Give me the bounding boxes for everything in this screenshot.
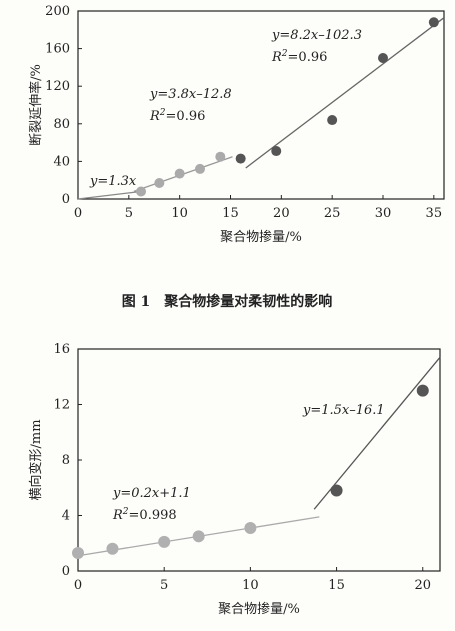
x-tick-label: 20 xyxy=(414,578,431,593)
plot-frame xyxy=(77,348,441,572)
x-axis-label: 聚合物掺量/% xyxy=(218,601,300,617)
y-tick-label: 160 xyxy=(45,42,70,57)
data-point xyxy=(72,546,84,559)
x-tick-label: 35 xyxy=(426,206,443,221)
x-tick-label: 25 xyxy=(324,206,341,221)
data-point xyxy=(136,186,147,197)
x-axis-label: 聚合物掺量/% xyxy=(220,229,302,245)
y-axis-label: 断裂延伸率/% xyxy=(28,64,44,146)
data-point xyxy=(195,163,205,174)
y-tick-label: 40 xyxy=(53,154,70,169)
y-tick-label: 0 xyxy=(62,564,70,579)
y-tick-label: 12 xyxy=(53,398,70,413)
y-tick-label: 4 xyxy=(62,509,70,524)
data-point xyxy=(174,168,185,179)
data-point xyxy=(154,178,165,189)
y-axis-label: 横向变形/mm xyxy=(28,419,44,500)
caption-figure-1: 图 1 聚合物掺量对柔韧性的影响 xyxy=(122,293,333,310)
trend-line xyxy=(77,190,142,200)
x-tick-label: 15 xyxy=(222,206,239,221)
x-tick-label: 5 xyxy=(160,578,168,593)
fit-r2-label: R2=0.998 xyxy=(112,507,177,523)
data-point xyxy=(330,484,343,497)
data-point xyxy=(271,146,282,157)
data-point xyxy=(428,17,439,28)
x-tick-label: 15 xyxy=(328,578,345,593)
y-tick-label: 120 xyxy=(45,79,70,94)
y-tick-label: 200 xyxy=(45,4,70,19)
data-point xyxy=(327,115,338,126)
data-point xyxy=(192,530,205,543)
data-point xyxy=(378,53,388,63)
y-tick-label: 0 xyxy=(62,192,70,207)
x-tick-label: 0 xyxy=(74,578,82,593)
fit-equation-label: y=0.2x+1.1 xyxy=(112,486,191,501)
x-tick-label: 0 xyxy=(74,206,82,221)
trend-line xyxy=(245,17,445,169)
fit-equation-label: y=1.5x–16.1 xyxy=(302,403,385,418)
data-point xyxy=(106,542,119,555)
data-point xyxy=(244,521,257,534)
chart-2-lateral-deformation: 0 5 10 15 20 0 4 8 12 16 聚合物掺量/% 横向变形/mm y=0.2x+1.1 R… xyxy=(28,342,441,617)
x-tick-label: 20 xyxy=(273,206,290,221)
data-point xyxy=(416,384,429,397)
data-point xyxy=(235,153,246,164)
data-point xyxy=(215,151,226,162)
x-tick-label: 5 xyxy=(125,206,133,221)
fit-equation-label: y=8.2x–102.3 xyxy=(271,28,362,43)
chart-1-elongation: 0 5 10 15 20 25 30 35 0 40 80 120 160 200 聚合物掺量/% 断裂延伸率… xyxy=(28,4,445,245)
y-tick-label: 8 xyxy=(62,453,70,468)
data-point xyxy=(158,535,171,548)
plot-frame xyxy=(77,10,445,200)
trend-line xyxy=(313,356,441,510)
fit-r2-label: R2=0.96 xyxy=(149,108,205,124)
fit-r2-label: R2=0.96 xyxy=(271,49,327,65)
x-tick-label: 10 xyxy=(171,206,188,221)
fit-equation-label: y=3.8x–12.8 xyxy=(149,87,232,102)
y-tick-label: 80 xyxy=(53,117,70,132)
fit-equation-label: y=1.3x xyxy=(89,174,137,189)
y-tick-label: 16 xyxy=(53,342,70,357)
x-tick-label: 30 xyxy=(375,206,392,221)
x-tick-label: 10 xyxy=(242,578,259,593)
